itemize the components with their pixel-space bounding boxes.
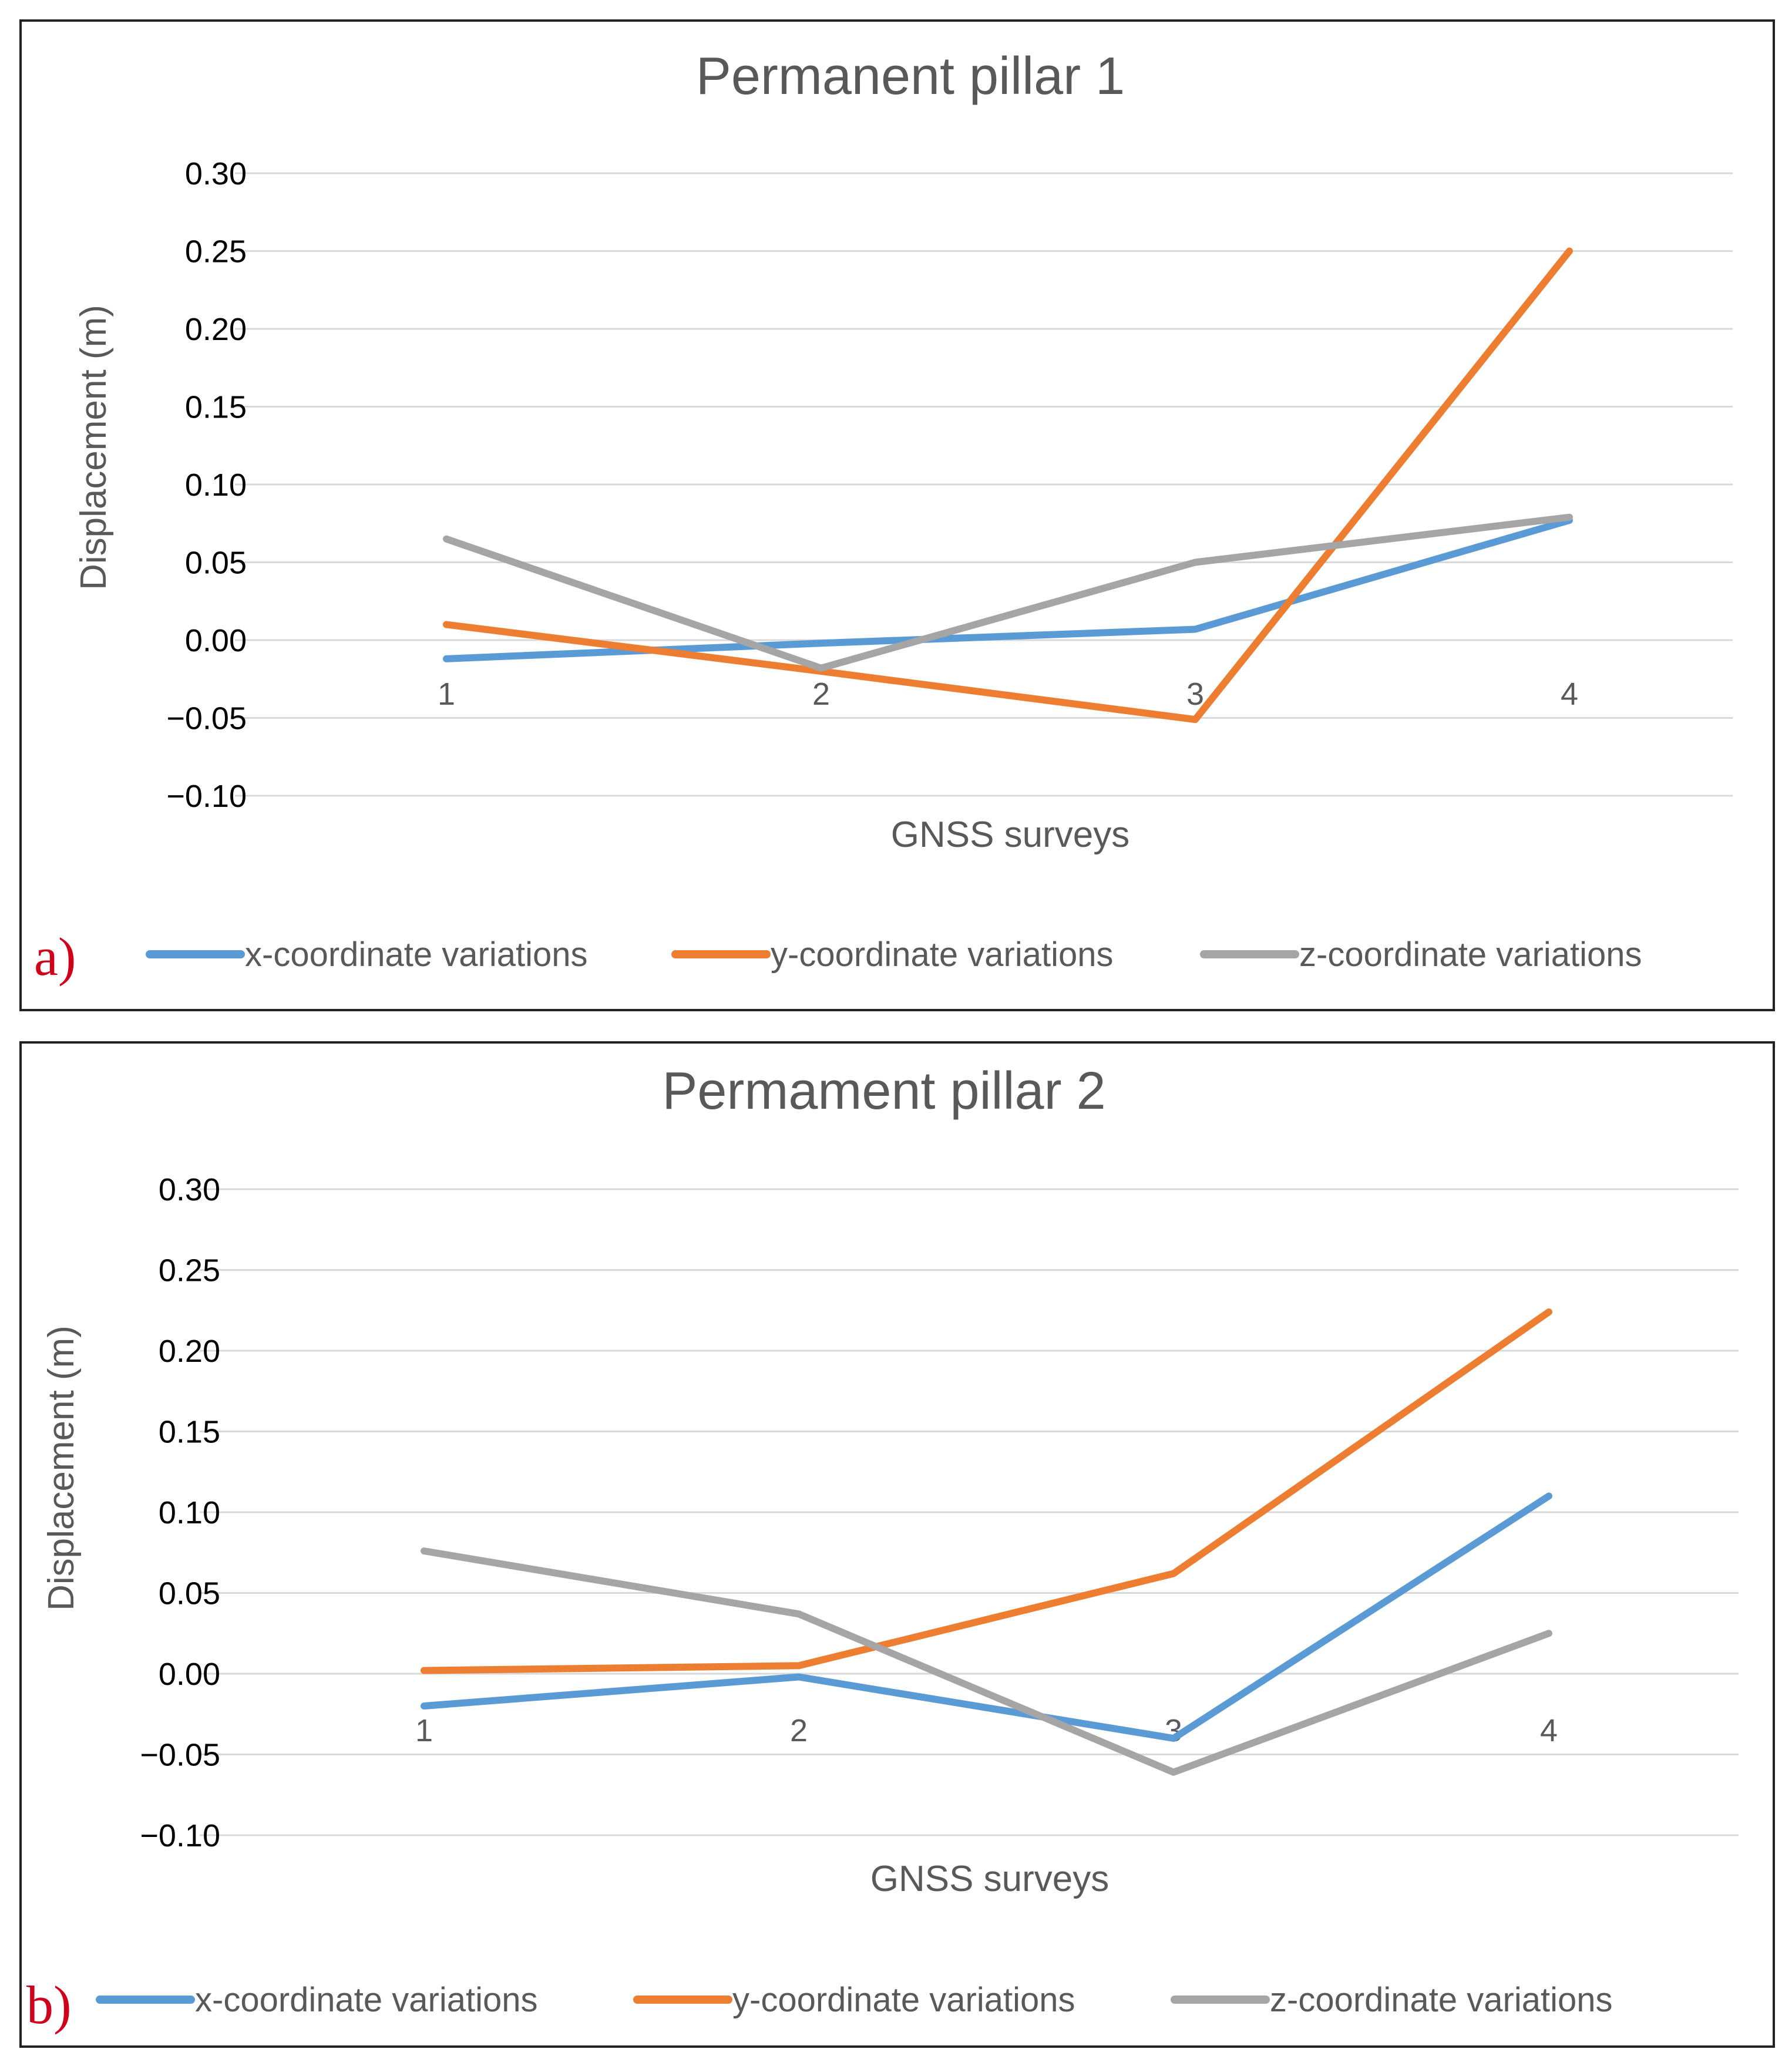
x-tick-label: 4 — [1561, 677, 1578, 712]
y-tick-label: 0.10 — [185, 467, 247, 503]
x-tick-label: 1 — [415, 1713, 433, 1748]
y-tick-label: 0.00 — [159, 1657, 220, 1692]
y-tick-labels: 0.30 0.25 0.20 0.15 0.10 0.05 0.00 −0.05 −0.10 — [166, 156, 247, 814]
y-tick-label: 0.10 — [159, 1495, 220, 1530]
chart-panel-b: Permament pillar 2 Displacement (m) GNSS… — [19, 1041, 1775, 2048]
y-tick-label: 0.25 — [185, 234, 247, 270]
y-tick-label: −0.05 — [140, 1738, 220, 1773]
legend: x-coordinate variations y-coordinate vari… — [146, 936, 1642, 974]
y-axis-label: Displacement (m) — [41, 1325, 82, 1611]
y-tick-label: −0.10 — [140, 1818, 220, 1853]
legend-label: y-coordinate variations — [732, 1981, 1075, 2019]
x-axis-label: GNSS surveys — [891, 815, 1130, 855]
series-line-x — [421, 1492, 1552, 1742]
panel-frame — [19, 19, 1775, 1011]
y-tick-label: 0.30 — [185, 156, 247, 191]
series-line-z — [443, 513, 1573, 672]
x-tick-label: 3 — [1186, 677, 1204, 712]
panel-label: b) — [26, 1975, 72, 2035]
y-tick-label: 0.00 — [185, 623, 247, 658]
legend-label: z-coordinate variations — [1270, 1981, 1613, 2019]
x-tick-labels: 1 2 3 4 — [438, 677, 1578, 712]
x-tick-label: 2 — [790, 1713, 808, 1748]
series-lines — [421, 1308, 1552, 1776]
x-axis-label: GNSS surveys — [870, 1859, 1110, 1899]
y-tick-label: 0.30 — [159, 1172, 220, 1207]
series-lines — [443, 247, 1573, 724]
chart-title: Permanent pillar 1 — [696, 47, 1125, 106]
legend-label: z-coordinate variations — [1299, 936, 1642, 974]
y-tick-label: 0.15 — [185, 390, 247, 425]
gridlines — [200, 1188, 1739, 1836]
legend-label: x-coordinate variations — [195, 1981, 538, 2019]
y-tick-labels: 0.30 0.25 0.20 0.15 0.10 0.05 0.00 −0.05 −0.10 — [140, 1172, 220, 1853]
y-tick-label: −0.05 — [166, 701, 247, 736]
y-tick-label: 0.20 — [159, 1334, 220, 1369]
x-tick-label: 4 — [1540, 1713, 1558, 1748]
series-line-z — [421, 1547, 1552, 1776]
legend-label: x-coordinate variations — [245, 936, 588, 974]
legend-label: y-coordinate variations — [771, 936, 1114, 974]
legend: x-coordinate variations y-coordinate vari… — [96, 1981, 1613, 2019]
chart-panel-a: Permanent pillar 1 Displacement (m) GNSS… — [19, 19, 1775, 1011]
x-tick-label: 1 — [438, 677, 455, 712]
y-tick-label: −0.10 — [166, 779, 247, 814]
panel-frame — [19, 1041, 1775, 2048]
y-tick-label: 0.25 — [159, 1253, 220, 1288]
chart-title: Permament pillar 2 — [662, 1062, 1105, 1121]
y-tick-label: 0.15 — [159, 1415, 220, 1450]
x-tick-label: 2 — [812, 677, 830, 712]
y-tick-label: 0.20 — [185, 312, 247, 347]
series-line-y — [421, 1308, 1552, 1674]
y-tick-label: 0.05 — [159, 1576, 220, 1611]
y-tick-label: 0.05 — [185, 546, 247, 581]
gridlines — [235, 172, 1733, 797]
y-axis-label: Displacement (m) — [73, 305, 114, 590]
series-line-y — [443, 247, 1573, 724]
panel-label: a) — [34, 927, 76, 987]
